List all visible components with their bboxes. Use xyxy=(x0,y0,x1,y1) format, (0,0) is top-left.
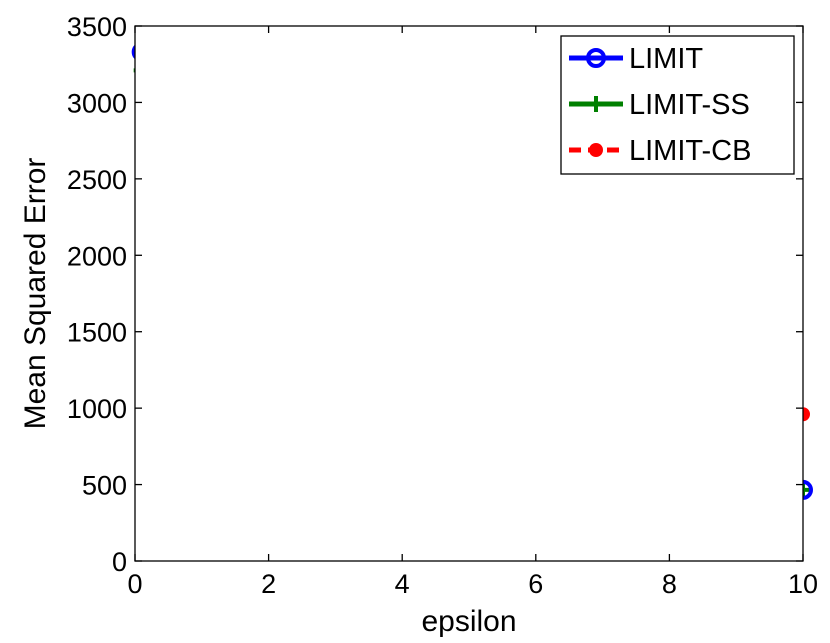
x-tick-label: 10 xyxy=(788,569,818,599)
x-axis-label: epsilon xyxy=(421,605,516,638)
legend-marker xyxy=(589,143,603,157)
legend-marker xyxy=(588,96,604,112)
legend-marker xyxy=(586,48,606,68)
x-tick-label: 4 xyxy=(395,569,410,599)
legend-item: LIMIT-SS xyxy=(569,89,750,121)
y-tick-label: 2500 xyxy=(67,165,127,195)
y-tick-label: 500 xyxy=(82,471,127,501)
x-tick-label: 2 xyxy=(261,569,276,599)
legend-item: LIMIT xyxy=(569,43,703,75)
y-tick-label: 1000 xyxy=(67,394,127,424)
legend-label: LIMIT xyxy=(629,43,703,75)
y-tick-label: 3000 xyxy=(67,88,127,118)
y-tick-label: 1500 xyxy=(67,318,127,348)
x-tick-label: 8 xyxy=(662,569,677,599)
legend-item: LIMIT-CB xyxy=(569,135,751,167)
y-tick-label: 0 xyxy=(112,547,127,577)
legend-label: LIMIT-SS xyxy=(629,89,750,121)
x-tick-label: 6 xyxy=(528,569,543,599)
y-axis-label: Mean Squared Error xyxy=(19,158,52,430)
x-tick-label: 0 xyxy=(127,569,142,599)
y-tick-label: 2000 xyxy=(67,241,127,271)
y-tick-label: 3500 xyxy=(67,12,127,42)
legend: LIMIT LIMIT-SS LIMIT-CB xyxy=(560,35,795,175)
legend-label: LIMIT-CB xyxy=(629,135,751,167)
